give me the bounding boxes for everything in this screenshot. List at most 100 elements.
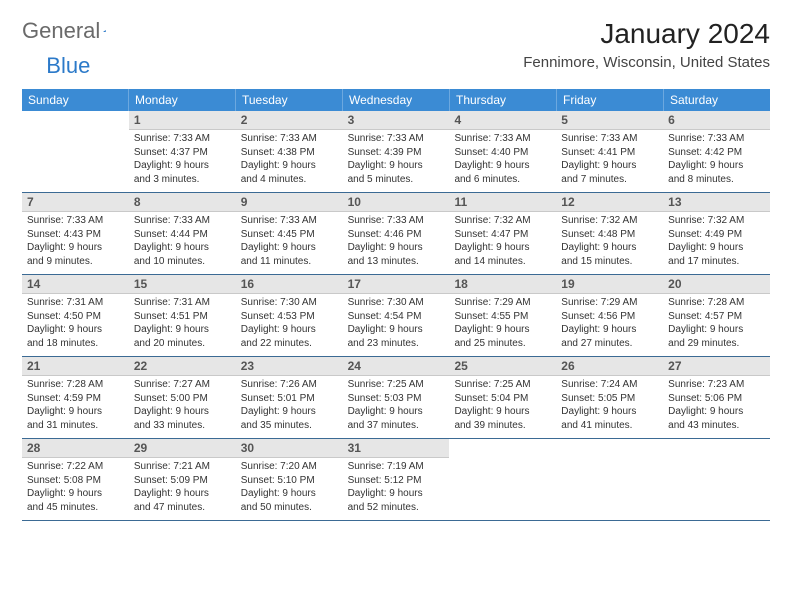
day-detail-sunset: Sunset: 4:41 PM xyxy=(561,146,658,160)
day-cell: 1Sunrise: 7:33 AMSunset: 4:37 PMDaylight… xyxy=(129,111,236,192)
day-detail-d1: Daylight: 9 hours xyxy=(27,323,124,337)
day-detail-d2: and 33 minutes. xyxy=(134,419,231,433)
day-detail-d1: Daylight: 9 hours xyxy=(134,241,231,255)
day-detail-sunset: Sunset: 4:46 PM xyxy=(348,228,445,242)
day-detail-sunset: Sunset: 4:50 PM xyxy=(27,310,124,324)
day-detail-d1: Daylight: 9 hours xyxy=(668,159,765,173)
day-detail-d2: and 27 minutes. xyxy=(561,337,658,351)
day-detail-d1: Daylight: 9 hours xyxy=(27,405,124,419)
day-detail-d2: and 11 minutes. xyxy=(241,255,338,269)
day-cell: 9Sunrise: 7:33 AMSunset: 4:45 PMDaylight… xyxy=(236,193,343,274)
brand-blue: Blue xyxy=(46,53,90,79)
weekday-header: Saturday xyxy=(664,89,770,111)
day-number: 11 xyxy=(449,193,556,212)
day-detail-d1: Daylight: 9 hours xyxy=(348,405,445,419)
day-detail-d1: Daylight: 9 hours xyxy=(27,241,124,255)
week-row: 14Sunrise: 7:31 AMSunset: 4:50 PMDayligh… xyxy=(22,275,770,357)
day-number: 17 xyxy=(343,275,450,294)
day-number: 28 xyxy=(22,439,129,458)
day-detail-sunset: Sunset: 4:57 PM xyxy=(668,310,765,324)
day-cell-empty xyxy=(556,439,663,520)
day-cell: 18 Sunrise: 7:29 AMSunset: 4:55 PMDayligh… xyxy=(449,275,556,356)
day-cell: 23Sunrise: 7:26 AMSunset: 5:01 PMDayligh… xyxy=(236,357,343,438)
day-number: 18 xyxy=(449,275,556,294)
week-row: 7Sunrise: 7:33 AMSunset: 4:43 PMDaylight… xyxy=(22,193,770,275)
day-detail-d2: and 43 minutes. xyxy=(668,419,765,433)
day-detail-d2: and 14 minutes. xyxy=(454,255,551,269)
day-number: 2 xyxy=(236,111,343,130)
day-cell: 21Sunrise: 7:28 AMSunset: 4:59 PMDayligh… xyxy=(22,357,129,438)
day-number: 16 xyxy=(236,275,343,294)
day-cell: 12Sunrise: 7:32 AMSunset: 4:48 PMDayligh… xyxy=(556,193,663,274)
day-detail-d1: Daylight: 9 hours xyxy=(348,159,445,173)
day-number: 26 xyxy=(556,357,663,376)
weekday-header: Sunday xyxy=(22,89,129,111)
day-detail-d1: Daylight: 9 hours xyxy=(134,323,231,337)
day-cell: 30Sunrise: 7:20 AMSunset: 5:10 PMDayligh… xyxy=(236,439,343,520)
day-detail-sunrise: Sunrise: 7:33 AM xyxy=(561,132,658,146)
day-detail-d2: and 8 minutes. xyxy=(668,173,765,187)
day-cell: 6Sunrise: 7:33 AMSunset: 4:42 PMDaylight… xyxy=(663,111,770,192)
day-detail-d1: Daylight: 9 hours xyxy=(134,487,231,501)
day-detail-d2: and 5 minutes. xyxy=(348,173,445,187)
day-detail-d2: and 15 minutes. xyxy=(561,255,658,269)
day-cell: 16Sunrise: 7:30 AMSunset: 4:53 PMDayligh… xyxy=(236,275,343,356)
day-detail-sunrise: Sunrise: 7:26 AM xyxy=(241,378,338,392)
day-detail-d2: and 23 minutes. xyxy=(348,337,445,351)
day-detail-sunrise: Sunrise: 7:28 AM xyxy=(668,296,765,310)
day-detail-sunrise: Sunrise: 7:33 AM xyxy=(241,214,338,228)
day-detail-d2: and 50 minutes. xyxy=(241,501,338,515)
day-detail-d2: and 29 minutes. xyxy=(668,337,765,351)
day-detail-sunrise: Sunrise: 7:29 AM xyxy=(454,296,551,310)
week-row: 1Sunrise: 7:33 AMSunset: 4:37 PMDaylight… xyxy=(22,111,770,193)
day-number: 15 xyxy=(129,275,236,294)
weekday-header: Friday xyxy=(557,89,664,111)
day-detail-d2: and 31 minutes. xyxy=(27,419,124,433)
day-detail-sunset: Sunset: 4:48 PM xyxy=(561,228,658,242)
day-detail-d1: Daylight: 9 hours xyxy=(134,159,231,173)
day-cell: 10Sunrise: 7:33 AMSunset: 4:46 PMDayligh… xyxy=(343,193,450,274)
day-detail-sunset: Sunset: 5:12 PM xyxy=(348,474,445,488)
day-detail-sunset: Sunset: 5:06 PM xyxy=(668,392,765,406)
day-number: 13 xyxy=(663,193,770,212)
day-detail-d1: Daylight: 9 hours xyxy=(561,323,658,337)
weekday-header: Wednesday xyxy=(343,89,450,111)
day-detail-d1: Daylight: 9 hours xyxy=(668,323,765,337)
day-detail-sunset: Sunset: 4:44 PM xyxy=(134,228,231,242)
day-cell: 13Sunrise: 7:32 AMSunset: 4:49 PMDayligh… xyxy=(663,193,770,274)
day-detail-d2: and 18 minutes. xyxy=(27,337,124,351)
day-cell: 4Sunrise: 7:33 AMSunset: 4:40 PMDaylight… xyxy=(449,111,556,192)
day-detail-d1: Daylight: 9 hours xyxy=(454,323,551,337)
month-title: January 2024 xyxy=(523,18,770,50)
day-detail-sunset: Sunset: 5:09 PM xyxy=(134,474,231,488)
day-detail-d1: Daylight: 9 hours xyxy=(241,405,338,419)
day-detail-sunrise: Sunrise: 7:33 AM xyxy=(134,132,231,146)
day-detail-d2: and 41 minutes. xyxy=(561,419,658,433)
weekday-header: Tuesday xyxy=(236,89,343,111)
day-detail-d1: Daylight: 9 hours xyxy=(241,241,338,255)
day-detail-d2: and 25 minutes. xyxy=(454,337,551,351)
day-detail-sunrise: Sunrise: 7:33 AM xyxy=(27,214,124,228)
day-number: 7 xyxy=(22,193,129,212)
weeks-container: 1Sunrise: 7:33 AMSunset: 4:37 PMDaylight… xyxy=(22,111,770,521)
day-detail-sunset: Sunset: 4:43 PM xyxy=(27,228,124,242)
day-detail-d2: and 10 minutes. xyxy=(134,255,231,269)
day-detail-sunrise: Sunrise: 7:33 AM xyxy=(241,132,338,146)
day-detail-sunrise: Sunrise: 7:22 AM xyxy=(27,460,124,474)
day-detail-sunset: Sunset: 4:38 PM xyxy=(241,146,338,160)
day-cell: 19Sunrise: 7:29 AMSunset: 4:56 PMDayligh… xyxy=(556,275,663,356)
title-block: January 2024 Fennimore, Wisconsin, Unite… xyxy=(523,18,770,71)
day-detail-sunrise: Sunrise: 7:33 AM xyxy=(348,132,445,146)
day-number: 21 xyxy=(22,357,129,376)
day-detail-d2: and 9 minutes. xyxy=(27,255,124,269)
day-detail-sunrise: Sunrise: 7:33 AM xyxy=(668,132,765,146)
calendar: SundayMondayTuesdayWednesdayThursdayFrid… xyxy=(22,89,770,521)
day-number: 8 xyxy=(129,193,236,212)
day-detail-d2: and 39 minutes. xyxy=(454,419,551,433)
day-detail-sunrise: Sunrise: 7:33 AM xyxy=(134,214,231,228)
day-detail-d1: Daylight: 9 hours xyxy=(454,405,551,419)
day-detail-sunrise: Sunrise: 7:24 AM xyxy=(561,378,658,392)
day-detail-sunset: Sunset: 4:55 PM xyxy=(454,310,551,324)
day-detail-sunrise: Sunrise: 7:25 AM xyxy=(348,378,445,392)
day-detail-d2: and 47 minutes. xyxy=(134,501,231,515)
